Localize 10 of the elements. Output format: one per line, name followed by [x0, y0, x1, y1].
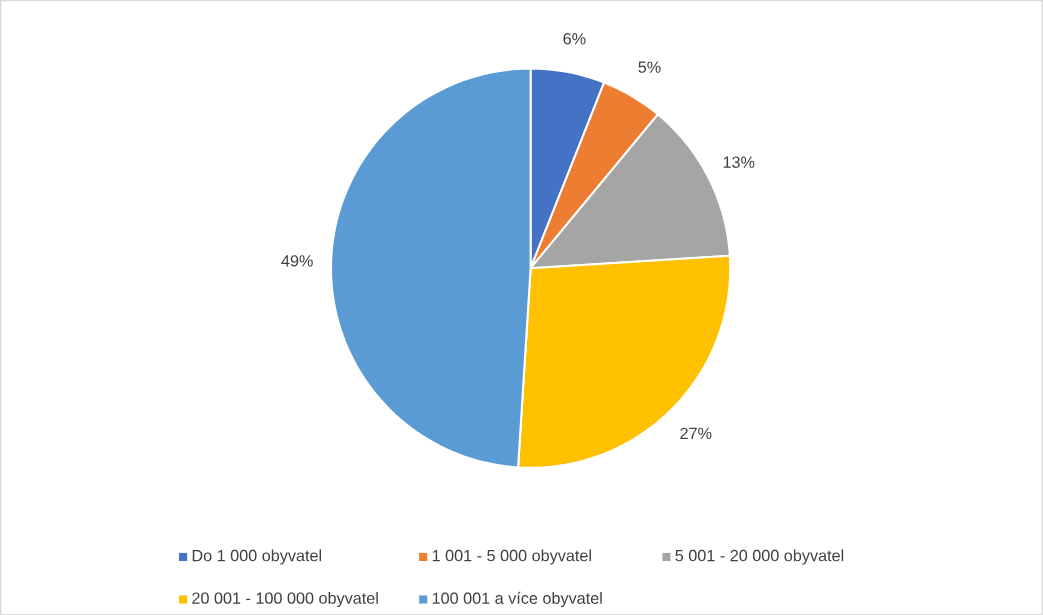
data-label: 49%	[281, 254, 313, 267]
legend-label: 20 001 - 100 000 obyvatel	[192, 591, 378, 607]
data-label: 27%	[680, 427, 712, 439]
data-label: 6%	[563, 32, 586, 45]
data-label: 13%	[723, 156, 755, 168]
legend-label: 1 001 - 5 000 obyvatel	[432, 549, 591, 565]
legend-label: 100 001 a více obyvatel	[432, 591, 602, 607]
legend-label: Do 1 000 obyvatel	[192, 549, 322, 565]
data-label: 5%	[638, 61, 661, 73]
legend-label: 5 001 - 20 000 obyvatel	[675, 549, 844, 565]
